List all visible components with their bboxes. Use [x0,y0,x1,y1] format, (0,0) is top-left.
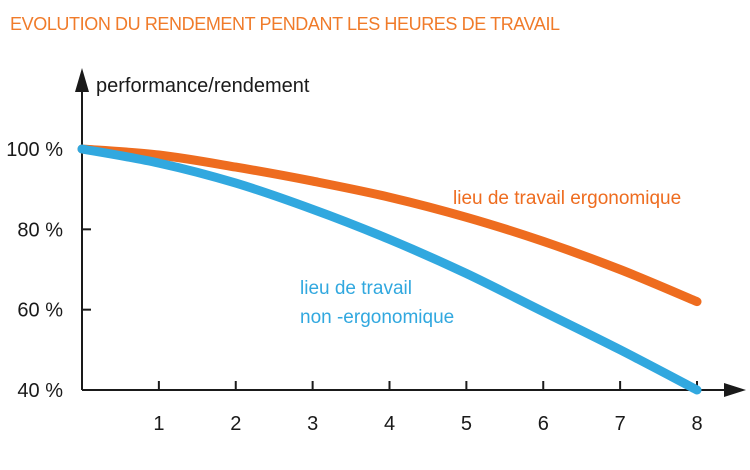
series-line-non-ergonomique [77,144,702,395]
x-tick-label: 7 [615,413,626,435]
series-label-non-ergonomique-line: non -ergonomique [300,307,454,328]
x-tick-label: 2 [230,413,241,435]
x-axis-arrow-icon [724,383,746,397]
y-ticks: 40 % 60 % 80 % 100 % [6,139,91,402]
y-tick-label: 40 % [17,380,63,402]
series-label-ergonomique: lieu de travail ergonomique [453,188,681,209]
axes [75,68,746,397]
y-tick-label: 80 % [17,219,63,241]
x-tick-label: 3 [307,413,318,435]
y-axis-arrow-icon [75,68,89,92]
x-tick-label: 4 [384,413,395,435]
series-group [77,144,702,395]
chart-title: EVOLUTION DU RENDEMENT PENDANT LES HEURE… [10,14,560,34]
series-line-ergonomique [77,144,702,307]
x-tick-label: 8 [691,413,702,435]
x-tick-label: 1 [153,413,164,435]
series-label-non-ergonomique-line: lieu de travail [300,278,412,299]
x-tick-label: 5 [461,413,472,435]
y-tick-label: 100 % [6,139,63,161]
x-tick-label: 6 [538,413,549,435]
y-axis-label: performance/rendement [96,75,310,97]
series-labels: lieu de travail ergonomique lieu de trava… [300,188,681,328]
y-tick-label: 60 % [17,300,63,322]
